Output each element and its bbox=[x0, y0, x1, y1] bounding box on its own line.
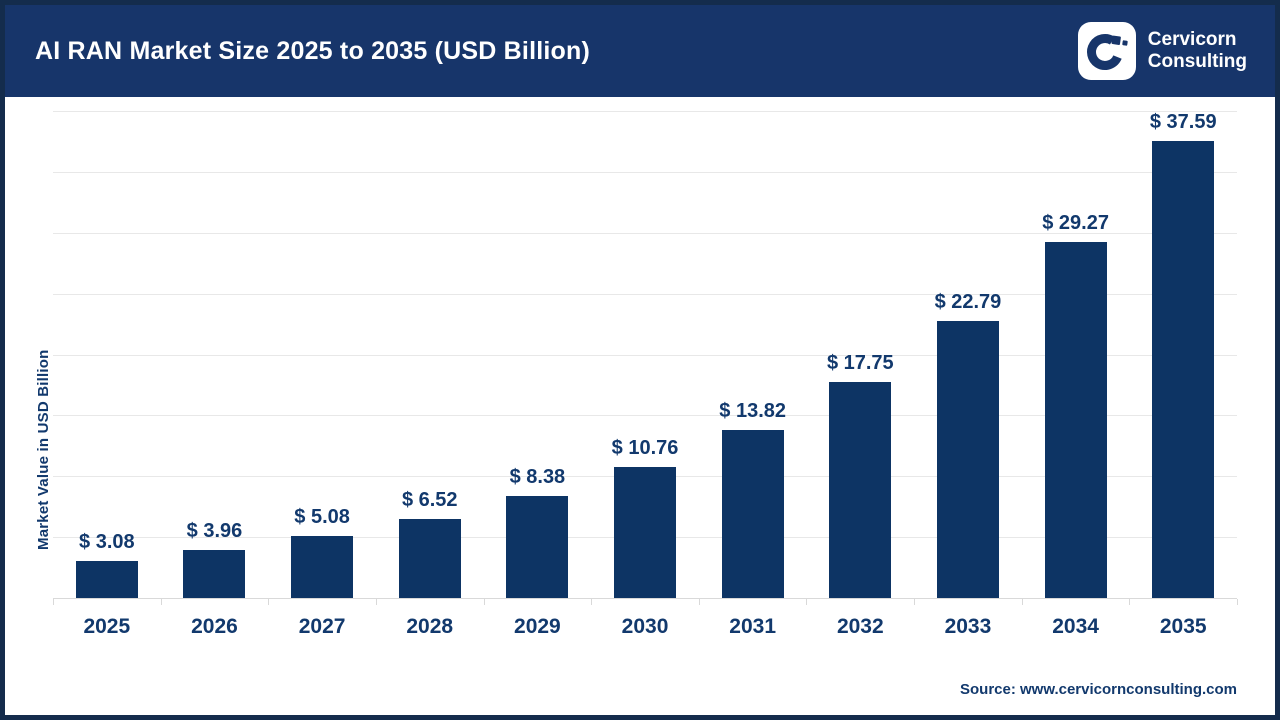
x-label-2030: 2030 bbox=[621, 615, 669, 638]
x-label-2031: 2031 bbox=[729, 615, 777, 638]
bar-2033 bbox=[936, 320, 999, 598]
x-label-2033: 2033 bbox=[944, 615, 992, 638]
page-title: AI RAN Market Size 2025 to 2035 (USD Bil… bbox=[35, 36, 590, 65]
plot-wrap: $ 3.08 $ 3.96 $ 5.08 $ 6.52 $ 8.38 $ 10.76 $ 1… bbox=[53, 111, 1238, 639]
y-axis-label: Market Value in USD Billion bbox=[35, 349, 52, 551]
x-label-2027: 2027 bbox=[298, 615, 346, 638]
bar-value-label-2027: $ 5.08 bbox=[294, 506, 350, 529]
bar-value-label-2035: $ 37.59 bbox=[1149, 111, 1217, 133]
gridline bbox=[53, 415, 1237, 417]
bar-slot-2029: $ 8.38 bbox=[484, 111, 592, 598]
bar-slot-2030: $ 10.76 bbox=[591, 111, 699, 598]
bar-slot-2033: $ 22.79 bbox=[914, 111, 1022, 598]
bar-slot-2031: $ 13.82 bbox=[699, 111, 807, 598]
bar-2026 bbox=[183, 549, 246, 598]
x-axis-tick bbox=[483, 599, 485, 605]
source-note: Source: www.cervicornconsulting.com bbox=[959, 680, 1237, 698]
brand-name-line1: Cervicorn bbox=[1147, 29, 1237, 51]
x-label-2032: 2032 bbox=[836, 615, 884, 638]
gridline bbox=[53, 111, 1237, 112]
x-label-2034: 2034 bbox=[1052, 615, 1099, 638]
bar-value-label-2032: $ 17.75 bbox=[826, 351, 894, 374]
x-label-2035: 2035 bbox=[1159, 615, 1207, 638]
x-axis-tick bbox=[591, 599, 593, 605]
bar-slot-2035: $ 37.59 bbox=[1129, 111, 1237, 598]
bar-slot-2034: $ 29.27 bbox=[1022, 111, 1130, 598]
gridline bbox=[53, 232, 1237, 234]
x-axis-tick bbox=[806, 599, 808, 605]
bar-slot-2027: $ 5.08 bbox=[268, 111, 376, 598]
bar-value-label-2029: $ 8.38 bbox=[509, 465, 566, 488]
footer: Source: www.cervicornconsulting.com bbox=[5, 663, 1275, 715]
bar-2035 bbox=[1152, 141, 1215, 598]
logo-c-glyph bbox=[1086, 34, 1128, 70]
x-label-2029: 2029 bbox=[514, 615, 561, 638]
x-axis-tick bbox=[160, 599, 162, 605]
brand-name-line2: Consulting bbox=[1147, 51, 1247, 72]
x-axis-tick bbox=[375, 599, 377, 605]
bar-2030 bbox=[614, 467, 677, 598]
bar-2031 bbox=[721, 429, 784, 598]
x-label-2026: 2026 bbox=[191, 615, 238, 638]
bar-2034 bbox=[1044, 241, 1107, 598]
bar-slot-2026: $ 3.96 bbox=[161, 111, 269, 598]
x-axis-tick bbox=[1129, 599, 1131, 605]
gridline bbox=[53, 171, 1237, 173]
x-axis-tick bbox=[53, 599, 54, 605]
x-axis-ticks bbox=[53, 599, 1238, 605]
x-axis-tick bbox=[268, 599, 270, 605]
brand-logo: Cervicorn Consulting bbox=[1077, 22, 1247, 80]
bar-value-label-2033: $ 22.79 bbox=[934, 290, 1002, 313]
bar-slot-2028: $ 6.52 bbox=[376, 111, 484, 598]
bar-value-label-2026: $ 3.96 bbox=[186, 519, 243, 542]
plot: $ 3.08 $ 3.96 $ 5.08 $ 6.52 $ 8.38 $ 10.76 $ 1… bbox=[53, 111, 1237, 599]
cervicorn-logo-icon bbox=[1077, 22, 1136, 80]
x-label-2025: 2025 bbox=[83, 615, 131, 638]
bar-slot-2032: $ 17.75 bbox=[806, 111, 914, 598]
chart-area: Market Value in USD Billion $ 3.08 $ 3.96… bbox=[5, 97, 1275, 663]
bar-2028 bbox=[398, 518, 461, 598]
bars-container: $ 3.08 $ 3.96 $ 5.08 $ 6.52 $ 8.38 $ 10.76 $ 1… bbox=[53, 111, 1237, 598]
brand-name: Cervicorn Consulting bbox=[1148, 29, 1247, 73]
x-axis-tick bbox=[698, 599, 700, 605]
gridline bbox=[53, 354, 1237, 356]
gridline bbox=[53, 293, 1237, 295]
bar-2032 bbox=[829, 381, 892, 598]
bar-2029 bbox=[506, 495, 569, 598]
x-axis-tick bbox=[1021, 599, 1023, 605]
x-label-2028: 2028 bbox=[406, 615, 454, 638]
bar-2027 bbox=[291, 536, 354, 598]
bar-slot-2025: $ 3.08 bbox=[53, 111, 161, 598]
bar-value-label-2031: $ 13.82 bbox=[719, 399, 787, 422]
bar-value-label-2030: $ 10.76 bbox=[611, 437, 679, 459]
bar-2025 bbox=[75, 560, 138, 598]
header-band: AI RAN Market Size 2025 to 2035 (USD Bil… bbox=[5, 5, 1275, 97]
bar-value-label-2025: $ 3.08 bbox=[79, 530, 135, 553]
x-axis-labels: 2025 2026 2027 2028 2029 2030 2031 2032 2033 2034… bbox=[53, 605, 1237, 639]
bar-value-label-2034: $ 29.27 bbox=[1042, 211, 1109, 234]
x-axis-tick bbox=[914, 599, 916, 605]
x-axis-tick bbox=[1237, 599, 1238, 605]
bar-value-label-2028: $ 6.52 bbox=[401, 488, 458, 511]
